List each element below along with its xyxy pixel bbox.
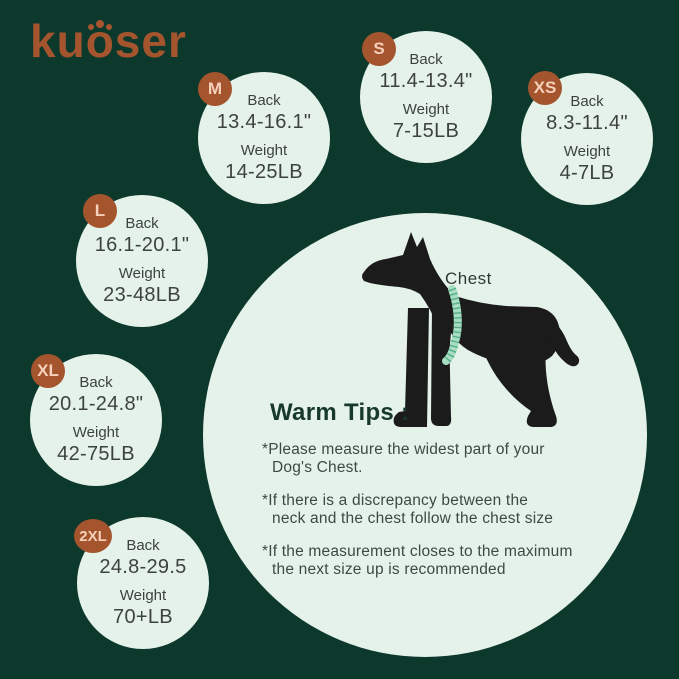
weight-value: 70+LB — [113, 606, 173, 629]
weight-label: Weight — [402, 101, 450, 118]
logo-text-ser: ser — [114, 15, 187, 67]
weight-label: Weight — [72, 424, 120, 441]
size-badge-l: L — [83, 194, 117, 228]
size-bubble-l: L Back 16.1-20.1" Weight 23-48LB — [76, 194, 208, 327]
brand-logo: ku oser — [30, 16, 187, 67]
size-bubble-2xl: 2XL Back 24.8-29.5 Weight 70+LB — [74, 517, 209, 649]
dog-silhouette — [362, 232, 580, 427]
weight-value: 7-15LB — [392, 120, 460, 143]
tip-line: *If there is a discrepancy between the — [262, 492, 529, 509]
weight-label: Weight — [563, 143, 611, 160]
logo-paw-o: o — [86, 16, 115, 67]
weight-value: 23-48LB — [103, 284, 181, 307]
tip-line: the next size up is recommended — [272, 560, 506, 578]
weight-value: 4-7LB — [559, 162, 615, 185]
back-value: 11.4-13.4" — [379, 70, 473, 92]
tip-line: *If the measurement closes to the maximu… — [262, 543, 573, 560]
back-label: Back — [570, 92, 604, 110]
size-bubble-xs: XS Back 8.3-11.4" Weight 4-7LB — [521, 71, 653, 205]
tip-line: neck and the chest follow the chest size — [272, 509, 554, 527]
back-value: 24.8-29.5 — [99, 556, 187, 578]
warm-tips-section: Warm Tips : *Please measure the widest p… — [262, 399, 612, 594]
tip-item: *Please measure the widest part of your … — [262, 441, 612, 476]
warm-tips-title: Warm Tips : — [270, 399, 410, 426]
paw-dots-icon — [88, 20, 113, 30]
size-bubble-s: S Back 11.4-13.4" Weight 7-15LB — [360, 31, 492, 163]
weight-label: Weight — [119, 587, 167, 604]
measuring-tape-ticks — [443, 287, 462, 365]
chest-label: Chest — [445, 269, 492, 288]
tip-item: *If the measurement closes to the maximu… — [262, 543, 612, 578]
back-label: Back — [126, 536, 160, 554]
size-bubble-xl: XL Back 20.1-24.8" Weight 42-75LB — [30, 354, 162, 486]
dog-hind-leg — [479, 316, 557, 427]
weight-value: 42-75LB — [57, 443, 135, 466]
back-label: Back — [125, 214, 159, 232]
back-value: 13.4-16.1" — [216, 111, 312, 133]
tip-line: Dog's Chest. — [272, 458, 363, 476]
dog-front-leg — [393, 308, 429, 427]
size-badge-2xl: 2XL — [74, 519, 112, 553]
tip-item: *If there is a discrepancy between the n… — [262, 492, 612, 527]
weight-label: Weight — [118, 265, 166, 282]
dog-front-leg — [431, 308, 452, 426]
size-badge-xs: XS — [528, 71, 562, 105]
measure-guide-circle: Chest Warm Tips : *Please measure the wi… — [203, 213, 647, 657]
back-value: 16.1-20.1" — [94, 234, 190, 256]
back-label: Back — [79, 373, 113, 391]
back-value: 8.3-11.4" — [546, 112, 628, 134]
size-badge-xl: XL — [31, 354, 65, 388]
size-badge-s: S — [362, 32, 396, 66]
logo-text-ku: ku — [30, 15, 86, 67]
back-label: Back — [247, 91, 281, 109]
back-value: 20.1-24.8" — [48, 393, 144, 415]
size-badge-m: M — [198, 72, 232, 106]
weight-value: 14-25LB — [225, 161, 303, 184]
dog-tail — [538, 313, 580, 367]
back-label: Back — [409, 50, 443, 68]
weight-label: Weight — [240, 142, 288, 159]
size-bubble-m: M Back 13.4-16.1" Weight 14-25LB — [198, 72, 330, 204]
tip-line: *Please measure the widest part of your — [262, 441, 545, 458]
